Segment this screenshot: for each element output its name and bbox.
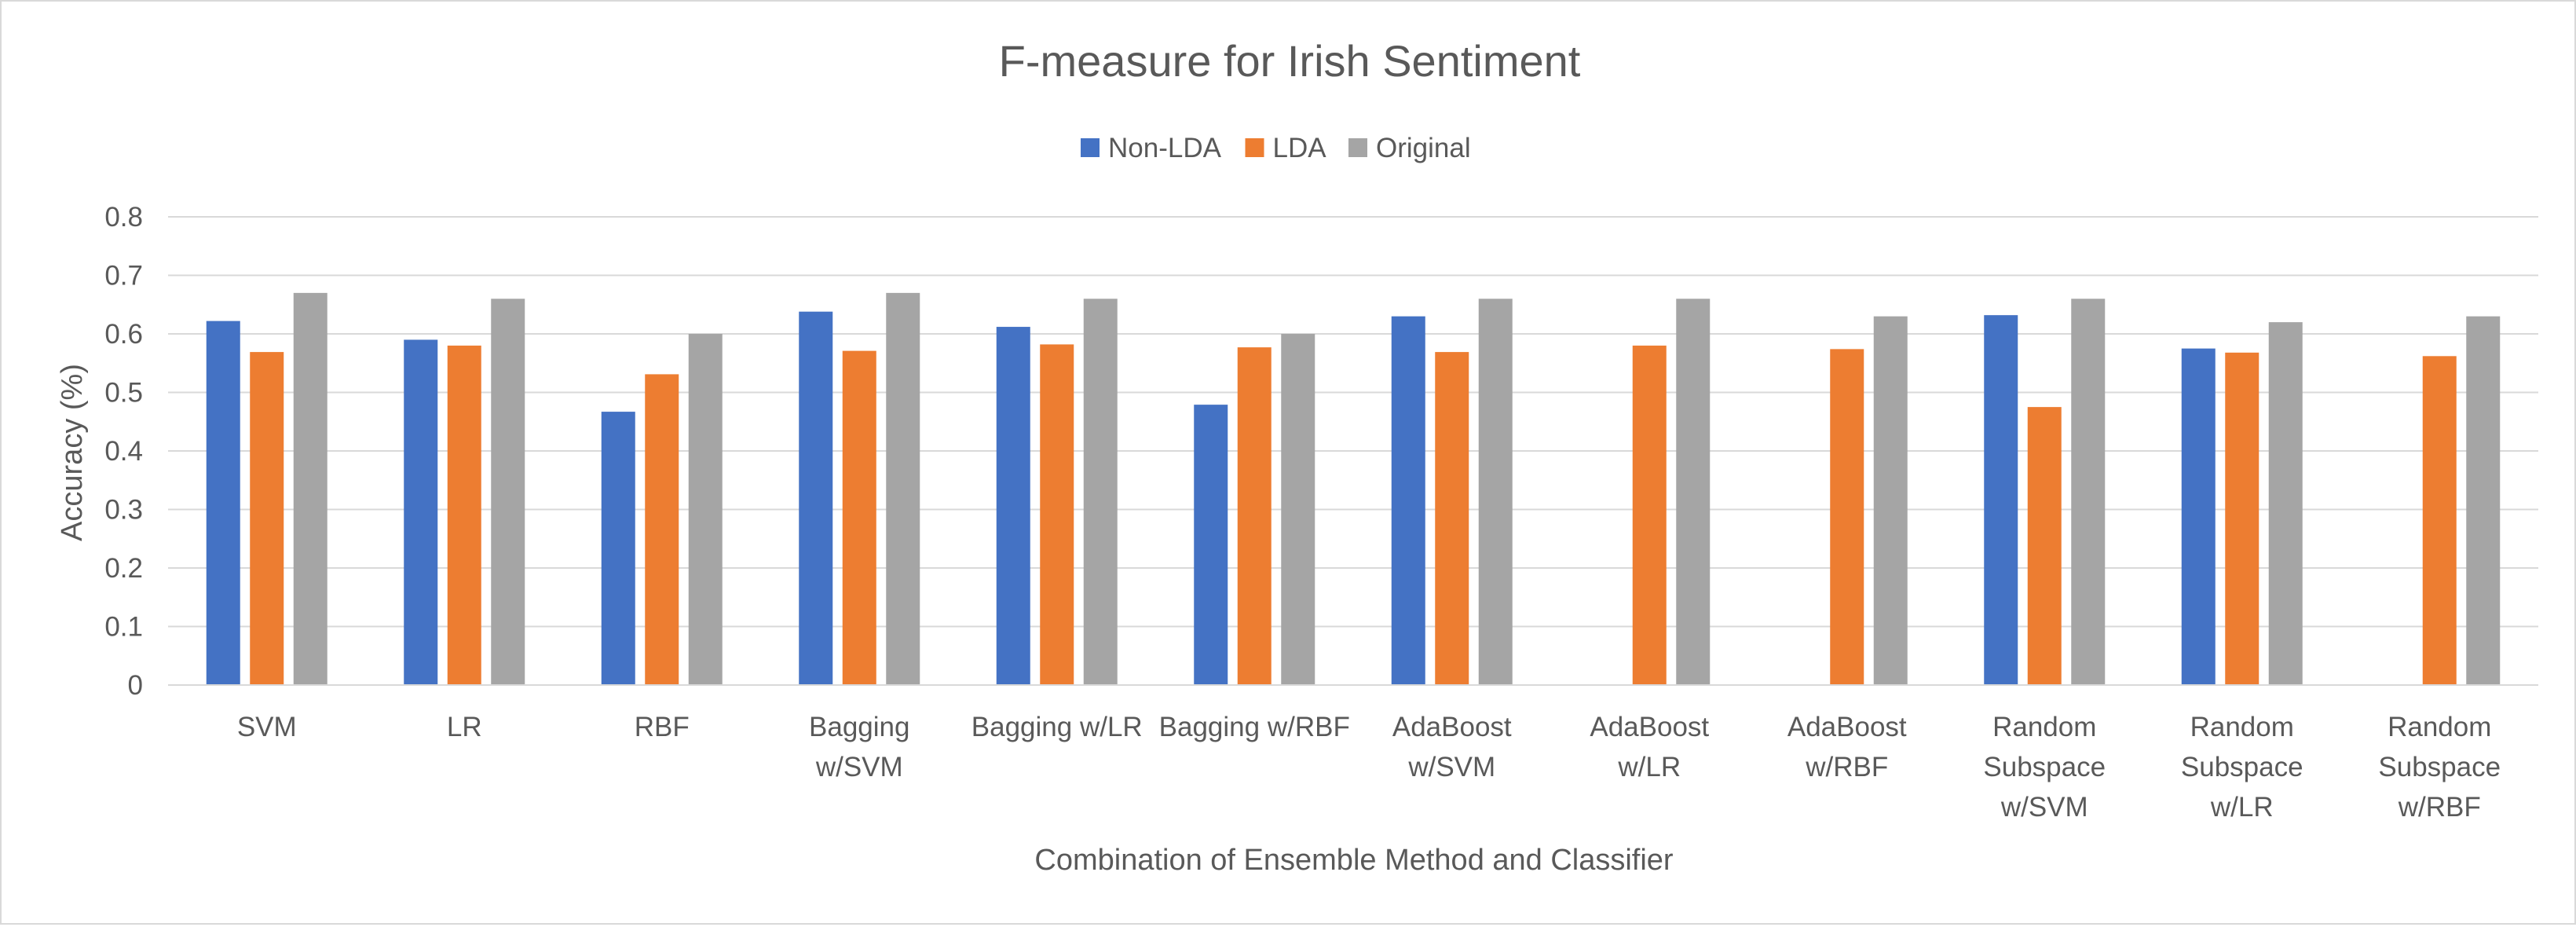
legend-swatch <box>1081 138 1100 157</box>
bar-lda <box>842 350 876 685</box>
bar-original <box>1478 299 1513 685</box>
bar-non-lda <box>996 327 1030 685</box>
bar-original <box>1281 334 1315 685</box>
x-category-label: Random <box>2388 712 2491 742</box>
bars <box>206 292 2501 685</box>
legend-label: Non-LDA <box>1108 133 1222 163</box>
bar-lda <box>1435 352 1469 685</box>
x-category-label: w/SVM <box>2000 792 2088 823</box>
y-tick-label: 0.2 <box>104 553 143 584</box>
bar-non-lda <box>1194 405 1228 685</box>
bar-lda <box>645 374 679 685</box>
y-tick-label: 0.4 <box>104 436 143 467</box>
bar-original <box>886 292 920 685</box>
x-category-label: w/LR <box>2210 792 2274 823</box>
bar-lda <box>1040 344 1074 685</box>
x-category-label: AdaBoost <box>1787 712 1907 742</box>
y-tick-label: 0.1 <box>104 612 143 643</box>
bar-original <box>2071 299 2106 685</box>
y-axis-ticks: 0 0.1 0.2 0.3 0.4 0.5 0.6 0.7 0.8 <box>104 202 143 701</box>
legend: Non-LDA LDA Original <box>1081 133 1471 163</box>
x-category-label: w/RBF <box>2398 792 2481 823</box>
y-tick-label: 0 <box>128 670 143 701</box>
x-axis-categories: SVM LR RBF Bagging w/SVM Bagging w/LR Bagging … <box>237 712 2501 823</box>
bar-lda <box>447 345 481 685</box>
x-category-label: Bagging <box>809 712 909 742</box>
x-category-label: Bagging w/LR <box>971 712 1143 742</box>
gridlines <box>168 216 2538 628</box>
y-tick-label: 0.6 <box>104 319 143 350</box>
bar-non-lda <box>1984 315 2018 685</box>
bar-non-lda <box>206 321 240 685</box>
chart-title: F-measure for Irish Sentiment <box>999 36 1581 86</box>
x-category-label: AdaBoost <box>1392 712 1512 742</box>
bar-lda <box>1830 349 1864 685</box>
bar-non-lda <box>2181 348 2216 685</box>
bar-original <box>1676 299 1711 685</box>
x-category-label: Subspace <box>2378 752 2501 782</box>
y-tick-label: 0.8 <box>104 202 143 233</box>
y-tick-label: 0.7 <box>104 261 143 291</box>
legend-swatch <box>1245 138 1264 157</box>
bar-non-lda <box>601 412 635 685</box>
legend-swatch <box>1348 138 1367 157</box>
bar-lda <box>250 352 284 685</box>
x-category-label: LR <box>447 712 482 742</box>
bar-non-lda <box>1391 316 1425 685</box>
x-axis-title: Combination of Ensemble Method and Class… <box>1034 844 1674 877</box>
bar-lda <box>1237 347 1272 685</box>
x-category-label: Random <box>1992 712 2096 742</box>
x-category-label: AdaBoost <box>1590 712 1709 742</box>
bar-original <box>1873 316 1908 685</box>
bar-lda <box>2422 356 2457 685</box>
x-category-label: w/RBF <box>1805 752 1888 782</box>
x-category-label: SVM <box>237 712 297 742</box>
bar-original <box>293 292 327 685</box>
x-category-label: Subspace <box>1983 752 2106 782</box>
y-tick-label: 0.3 <box>104 495 143 526</box>
x-category-label: w/SVM <box>815 752 903 782</box>
bar-lda <box>1632 345 1667 685</box>
bar-lda <box>2225 352 2259 685</box>
x-category-label: Random <box>2190 712 2294 742</box>
x-category-label: w/LR <box>1617 752 1681 782</box>
x-category-label: Subspace <box>2181 752 2303 782</box>
x-category-label: w/SVM <box>1407 752 1495 782</box>
x-category-label: Bagging w/RBF <box>1159 712 1350 742</box>
bar-original <box>491 299 525 685</box>
y-axis-title: Accuracy (%) <box>56 364 89 541</box>
x-category-label: RBF <box>635 712 690 742</box>
bar-lda <box>2027 407 2062 685</box>
bar-original <box>2466 316 2501 685</box>
legend-label: LDA <box>1273 133 1327 163</box>
bar-original <box>2268 322 2303 685</box>
bar-original <box>688 334 723 685</box>
legend-label: Original <box>1376 133 1471 163</box>
bar-original <box>1083 299 1118 685</box>
bar-non-lda <box>404 339 438 685</box>
bar-non-lda <box>799 311 833 685</box>
y-tick-label: 0.5 <box>104 378 143 409</box>
